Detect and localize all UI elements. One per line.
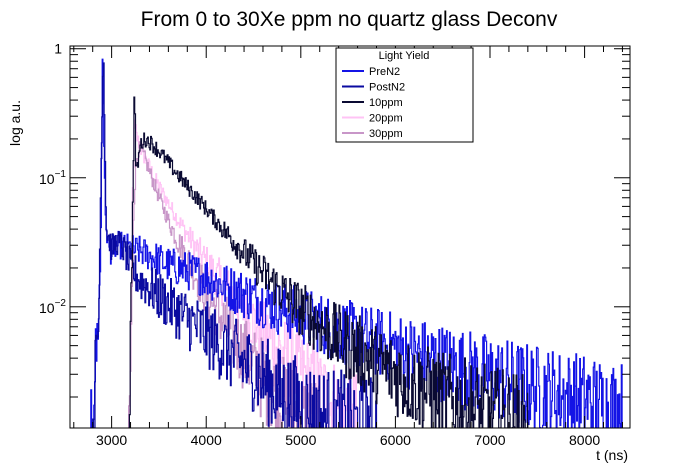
x-tick-label: 5000: [285, 432, 316, 448]
series-line-postn2: [92, 62, 378, 428]
y-tick-label: 10−2: [39, 298, 66, 316]
legend-title: Light Yield: [379, 50, 430, 62]
series-line-10ppm: [128, 96, 529, 428]
y-axis-label: log a.u.: [7, 100, 23, 146]
legend-box: [335, 47, 474, 143]
legend-label: PreN2: [369, 66, 400, 78]
series-line-30ppm: [128, 141, 320, 428]
plot-frame: [69, 45, 631, 429]
x-tick-label: 3000: [96, 432, 127, 448]
legend-label: 30ppm: [369, 128, 403, 140]
y-tick-label: 1: [54, 41, 62, 57]
x-tick-label: 6000: [380, 432, 411, 448]
x-axis-label: t (ns): [596, 447, 628, 463]
x-tick-label: 8000: [569, 432, 600, 448]
axis-layer: 3000 4000 5000 6000 7000 8000 1 10−1 10−2: [39, 41, 630, 448]
series-line-pren2: [90, 58, 623, 428]
legend-label: PostN2: [369, 82, 405, 94]
legend: Light Yield PreN2 PostN2 10ppm 20ppm 30ppm: [335, 47, 474, 143]
series-layer: [90, 58, 623, 428]
legend-label: 20ppm: [369, 113, 403, 125]
legend-label: 10ppm: [369, 97, 403, 109]
y-tick-label: 10−1: [39, 169, 66, 187]
x-tick-label: 4000: [191, 432, 222, 448]
chart-title: From 0 to 30Xe ppm no quartz glass Decon…: [141, 8, 558, 31]
x-tick-label: 7000: [474, 432, 505, 448]
